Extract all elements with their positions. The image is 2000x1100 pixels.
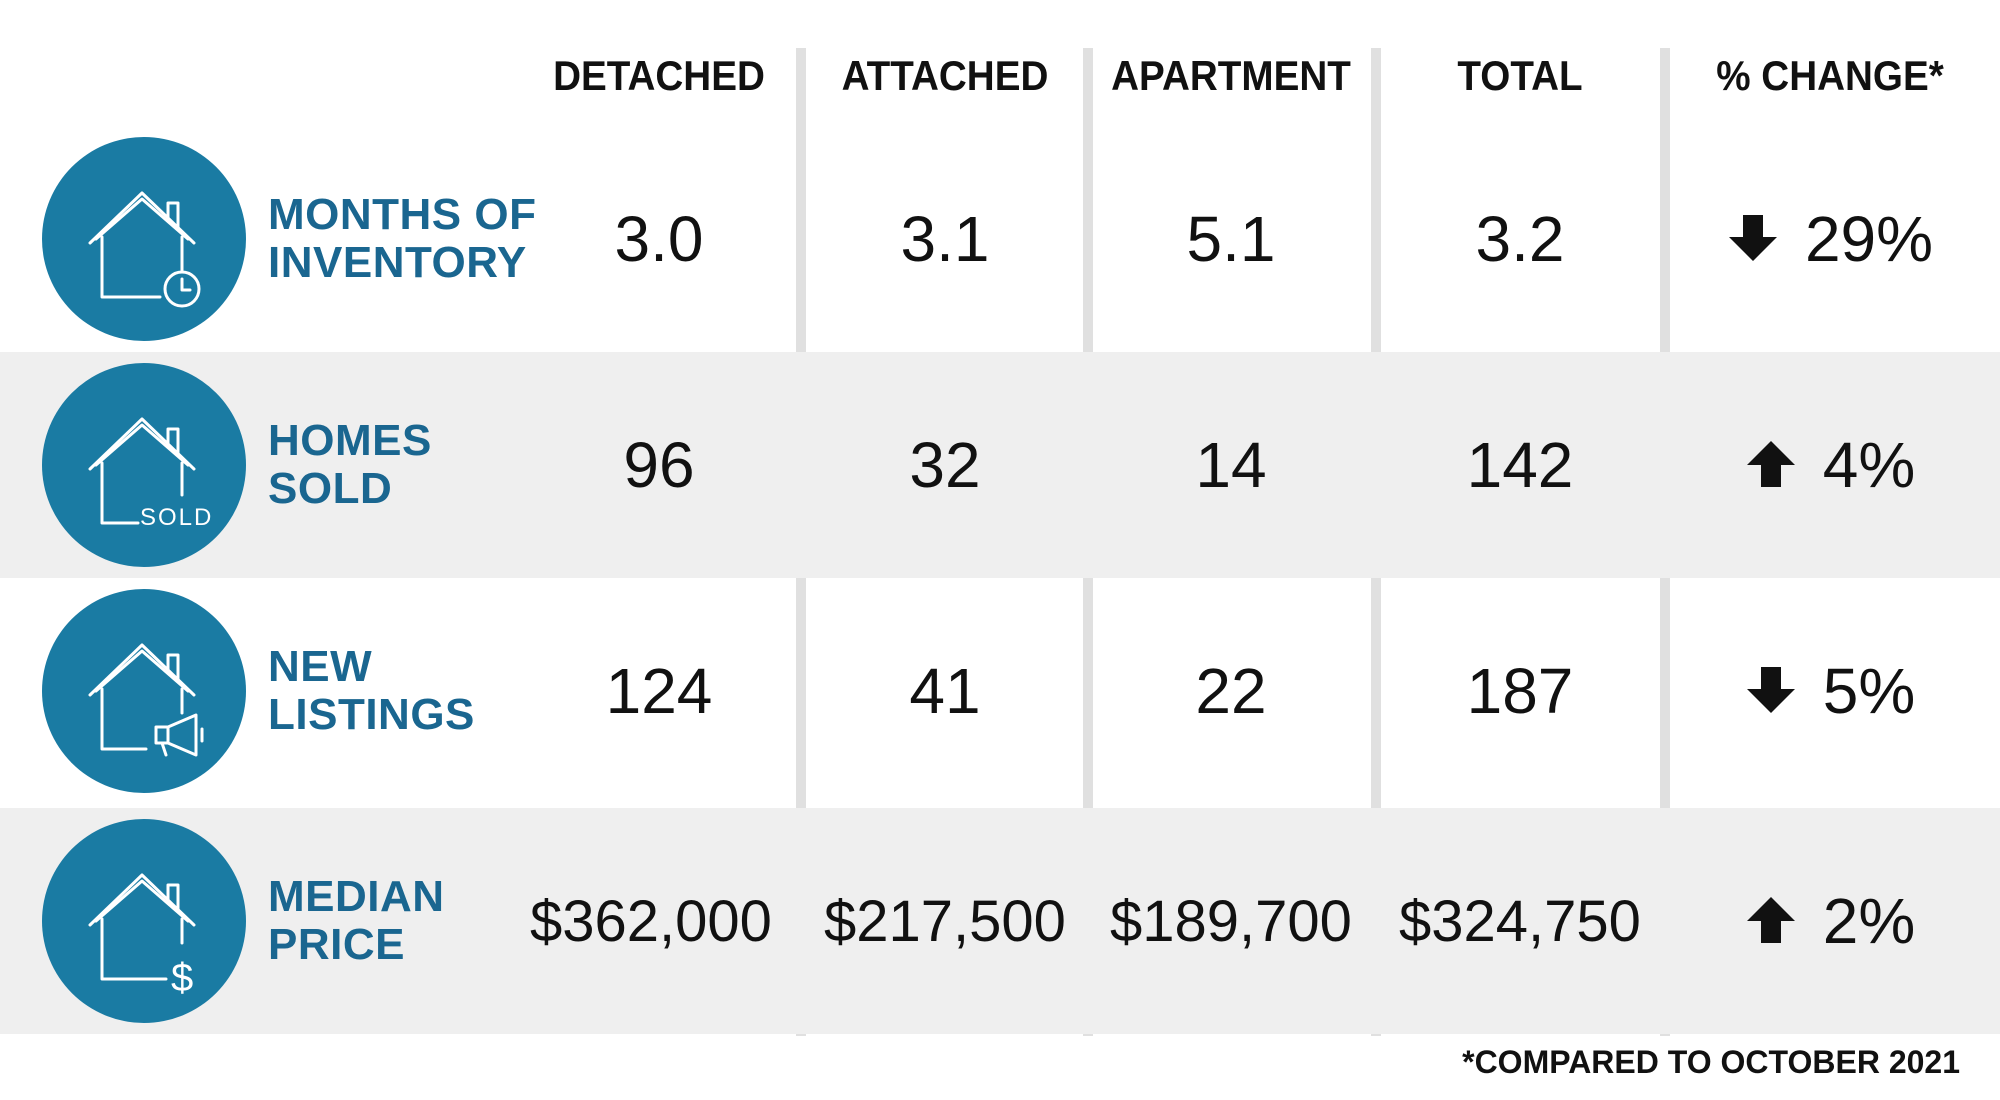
cell-apartment: 14	[1195, 429, 1267, 501]
arrow-down-icon	[1746, 667, 1795, 713]
row-label-line2: LISTINGS	[268, 690, 475, 739]
cell-total: 142	[1466, 429, 1574, 501]
cell-total: 187	[1466, 655, 1574, 727]
sold-icon-text: SOLD	[140, 504, 213, 531]
change-value: 2%	[1822, 885, 1916, 957]
table-header: DETACHED ATTACHED APARTMENT TOTAL % CHAN…	[0, 52, 2000, 112]
row-label-line2: PRICE	[268, 920, 405, 969]
column-header-change: % CHANGE*	[1716, 52, 1944, 99]
row-label-line2: INVENTORY	[268, 238, 527, 287]
cell-change: 2%	[1680, 808, 1980, 1034]
cell-apartment: 5.1	[1186, 203, 1276, 275]
table-row-new-listings: NEW LISTINGS 124 41 22 187 5%	[0, 578, 2000, 804]
row-label-line1: NEW	[268, 642, 373, 691]
table-row-median-price: $ MEDIAN PRICE $362,000 $217,500 $189,70…	[0, 808, 2000, 1034]
row-label: HOMES SOLD	[268, 352, 432, 578]
cell-change: 29%	[1680, 126, 1980, 352]
row-label-line2: SOLD	[268, 464, 393, 513]
footnote: *COMPARED TO OCTOBER 2021	[1462, 1044, 1960, 1080]
cell-attached: 3.1	[900, 203, 990, 275]
cell-attached: 32	[909, 429, 981, 501]
row-label: MONTHS OF INVENTORY	[268, 126, 536, 352]
cell-attached: 41	[909, 655, 981, 727]
cell-change: 5%	[1680, 578, 1980, 804]
arrow-up-icon	[1746, 441, 1795, 487]
cell-apartment: $189,700	[1110, 888, 1352, 954]
cell-detached: $362,000	[530, 888, 772, 954]
cell-total: 3.2	[1475, 203, 1565, 275]
column-header-detached: DETACHED	[553, 52, 765, 99]
arrow-up-icon	[1746, 897, 1795, 943]
row-label-line1: HOMES	[268, 416, 432, 465]
row-label: MEDIAN PRICE	[268, 808, 445, 1034]
cell-detached: 3.0	[614, 203, 704, 275]
column-header-attached: ATTACHED	[841, 52, 1049, 99]
change-value: 4%	[1822, 429, 1916, 501]
column-header-apartment: APARTMENT	[1111, 52, 1351, 99]
table-row-homes-sold: SOLD HOMES SOLD 96 32 14 142 4%	[0, 352, 2000, 578]
row-label-line1: MEDIAN	[268, 872, 445, 921]
cell-detached: 124	[605, 655, 713, 727]
house-megaphone-icon	[42, 589, 246, 793]
cell-attached: $217,500	[824, 888, 1066, 954]
change-value: 5%	[1822, 655, 1916, 727]
cell-change: 4%	[1680, 352, 1980, 578]
house-sold-icon: SOLD	[42, 363, 246, 567]
change-value: 29%	[1804, 203, 1934, 275]
table-row-months-of-inventory: MONTHS OF INVENTORY 3.0 3.1 5.1 3.2 29%	[0, 126, 2000, 352]
house-dollar-icon: $	[42, 819, 246, 1023]
house-clock-icon	[42, 137, 246, 341]
cell-detached: 96	[623, 429, 695, 501]
arrow-down-icon	[1728, 215, 1777, 261]
cell-apartment: 22	[1195, 655, 1267, 727]
row-label-line1: MONTHS OF	[268, 190, 537, 239]
column-header-total: TOTAL	[1457, 52, 1583, 99]
cell-total: $324,750	[1399, 888, 1641, 954]
row-label: NEW LISTINGS	[268, 578, 475, 804]
dollar-icon-text: $	[171, 956, 193, 1000]
